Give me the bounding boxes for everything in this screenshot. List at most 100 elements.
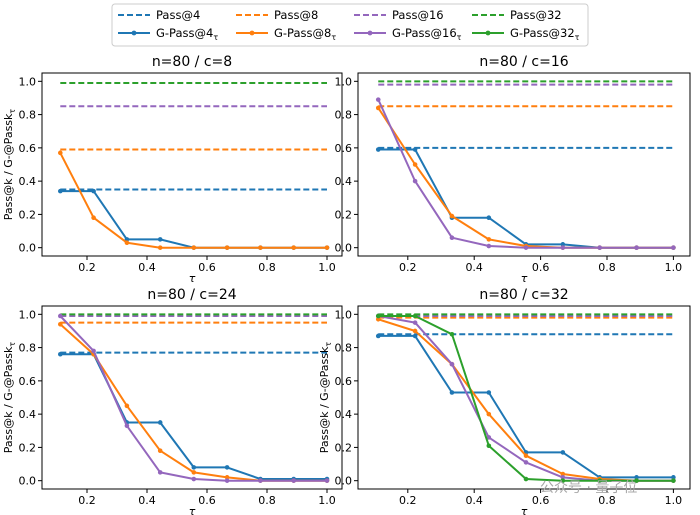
x-tick-label: 0.2 [78,261,96,274]
gpass-point-k32 [375,313,381,319]
gpass-point-k8 [412,162,418,167]
x-tick-label: 0.8 [258,494,276,507]
plot-frame [41,305,343,490]
gpass-point-k8 [58,150,63,156]
gpass-point-k8 [58,322,63,327]
panel-title: n=80 / c=32 [479,287,568,303]
gpass-point-k8 [224,245,230,250]
y-tick-label: 0.4 [335,175,353,188]
y-tick-label: 1.0 [19,75,37,88]
y-tick-label: 0.2 [19,208,37,221]
y-tick-label: 0.0 [19,475,37,488]
legend-pass-label-k8: Pass@8 [274,8,318,22]
legend-gpass-marker-k4 [131,30,137,36]
gpass-point-k16 [224,478,230,483]
legend-gpass-label-k4: G-Pass@4τ [156,26,218,42]
gpass-point-k4 [375,333,381,339]
gpass-point-k8 [224,475,230,480]
y-axis-label: Pass@k / G-@Passkτ [318,342,333,454]
gpass-point-k8 [324,245,330,250]
gpass-point-k8 [375,105,381,111]
gpass-point-k8 [486,411,492,417]
x-axis-label: τ [521,505,528,515]
x-tick-label: 0.6 [198,261,216,274]
gpass-point-k4 [58,351,63,357]
x-tick-label: 0.8 [598,261,616,274]
legend-frame [111,3,589,47]
gpass-point-k16 [634,245,639,250]
gpass-point-k4 [412,147,418,152]
gpass-point-k8 [124,403,130,409]
gpass-point-k32 [523,476,529,482]
gpass-point-k16 [291,478,297,483]
x-tick-label: 0.4 [138,494,156,507]
gpass-point-k32 [671,478,676,483]
gpass-point-k16 [523,460,529,465]
gpass-point-k32 [560,478,566,483]
gpass-point-k16 [671,245,676,250]
x-tick-label: 0.4 [465,494,483,507]
y-tick-label: 0.6 [19,142,37,155]
gpass-point-k16 [449,235,455,240]
gpass-point-k4 [486,390,492,395]
gpass-point-k4 [560,242,566,247]
gpass-point-k16 [449,361,455,367]
y-tick-label: 0.0 [335,242,353,255]
chart-panel-1: n=80 / c=8 0.2 0.4 0.6 0.8 1.0 0.0 0.2 0.4 0.6 0.8… [2,54,343,285]
y-tick-label: 0.8 [19,342,37,355]
y-tick-label: 1.0 [335,75,353,88]
x-tick-label: 0.8 [258,261,276,274]
y-tick-label: 0.4 [19,175,37,188]
y-tick-label: 0.2 [335,208,353,221]
gpass-point-k4 [634,475,639,480]
gpass-point-k32 [412,313,418,319]
gpass-point-k4 [375,147,381,152]
gpass-point-k16 [324,478,330,483]
gpass-point-k16 [191,476,197,482]
gpass-point-k8 [449,213,455,219]
gpass-point-k16 [597,245,602,250]
x-tick-label: 0.2 [399,261,417,274]
plot-frame [41,72,343,257]
gpass-point-k4 [157,237,163,242]
gpass-point-k16 [560,475,566,480]
gpass-point-k32 [634,478,639,483]
gpass-point-k16 [412,178,418,184]
x-axis-label: τ [189,272,196,285]
legend-pass-label-k32: Pass@32 [510,8,562,22]
gpass-point-k8 [91,215,96,221]
gpass-point-k32 [486,443,492,449]
x-tick-label: 0.8 [598,494,616,507]
x-tick-label: 1.0 [318,494,336,507]
x-tick-label: 0.2 [78,494,96,507]
y-tick-label: 0.2 [19,441,37,454]
y-tick-label: 0.0 [335,475,353,488]
panels: n=80 / c=8 0.2 0.4 0.6 0.8 1.0 0.0 0.2 0.4 0.6 0.8… [2,54,691,515]
y-tick-label: 0.2 [335,441,353,454]
x-tick-label: 1.0 [665,494,683,507]
gpass-point-k4 [449,390,455,395]
gpass-point-k16 [523,245,529,250]
x-tick-label: 0.4 [465,261,483,274]
legend-gpass-label-k32: G-Pass@32τ [510,26,580,42]
watermark-text: 公众号 · 量子位 [540,480,637,496]
x-tick-label: 0.6 [532,494,550,507]
y-tick-label: 1.0 [19,308,37,321]
gpass-point-k8 [375,317,381,322]
legend-gpass-marker-k8 [249,30,255,36]
legend-pass-label-k4: Pass@4 [156,8,200,22]
gpass-point-k4 [560,450,566,455]
gpass-point-k16 [486,435,492,440]
gpass-point-k16 [91,348,96,354]
gpass-point-k32 [597,478,602,483]
y-tick-label: 0.6 [335,375,353,388]
x-axis-label: τ [521,272,528,285]
gpass-point-k32 [449,331,455,337]
y-tick-label: 0.6 [19,375,37,388]
legend: Pass@4 G-Pass@4τ Pass@8 G-Pass@8τ Pass@16 G-P… [111,3,589,47]
x-tick-label: 0.4 [138,261,156,274]
gpass-point-k8 [412,328,418,334]
gpass-point-k16 [560,245,566,250]
gpass-point-k4 [191,465,197,470]
gpass-point-k16 [412,320,418,325]
